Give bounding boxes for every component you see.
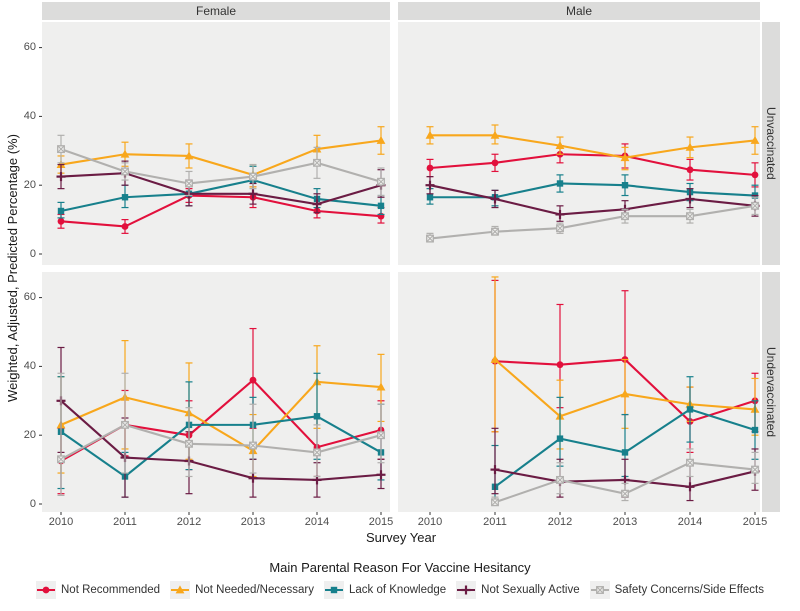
legend-label: Not Recommended — [61, 584, 161, 596]
legend-item-orange: Not Needed/Necessary — [170, 581, 314, 599]
x-tick-label: 2010 — [48, 516, 74, 528]
legend-label: Safety Concerns/Side Effects — [614, 584, 764, 596]
panel-male-undervaccinated — [398, 272, 760, 512]
x-tick-label: 2013 — [240, 516, 266, 528]
panel-female-undervaccinated — [42, 272, 390, 512]
legend-item-red: Not Recommended — [36, 581, 160, 599]
legend-item-maroon: Not Sexually Active — [456, 581, 580, 599]
y-tick-label: 20 — [23, 178, 36, 191]
facet-strip-undervaccinated-label: Undervaccinated — [764, 346, 778, 438]
y-tick-label: 40 — [23, 359, 36, 372]
legend: Not Recommended Not Needed/Necessary Lack … — [0, 581, 800, 599]
x-tick-label: 2010 — [417, 516, 443, 528]
x-tick-label: 2012 — [547, 516, 573, 528]
legend-label: Not Sexually Active — [481, 584, 580, 596]
x-axis-title: Survey Year — [365, 530, 437, 545]
triangle-marker-icon — [170, 581, 191, 599]
plus-marker-icon — [456, 581, 477, 599]
facet-strip-female-label: Female — [195, 4, 236, 18]
panel-male-unvaccinated — [398, 22, 760, 265]
y-tick-label: 20 — [23, 428, 36, 441]
legend-title: Main Parental Reason For Vaccine Hesitan… — [269, 560, 531, 575]
y-tick-label: 60 — [23, 291, 36, 304]
facet-strip-male-label: Male — [565, 4, 592, 18]
x-tick-label: 2015 — [742, 516, 768, 528]
facet-strip-unvaccinated: Unvaccinated — [762, 22, 780, 265]
x-tick-label: 2011 — [483, 516, 507, 528]
panel-female-unvaccinated — [42, 22, 390, 265]
legend-item-gray: Safety Concerns/Side Effects — [589, 581, 764, 599]
legend-label: Not Needed/Necessary — [195, 584, 314, 596]
square-x-marker-icon — [589, 581, 610, 599]
square-marker-icon — [323, 581, 344, 599]
legend-label: Lack of Knowledge — [348, 584, 447, 596]
series-gray-male-undervaccinated — [491, 448, 759, 507]
series-orange-male-unvaccinated — [425, 124, 760, 171]
circle-marker-icon — [36, 581, 56, 599]
facet-strip-unvaccinated-label: Unvaccinated — [764, 107, 778, 180]
series-gray-female-undervaccinated — [57, 372, 385, 496]
x-tick-label: 2011 — [113, 516, 137, 528]
series-gray-female-unvaccinated — [57, 134, 385, 197]
facet-strip-female: Female — [42, 2, 390, 20]
facet-strip-undervaccinated: Undervaccinated — [762, 272, 780, 512]
y-tick-label: 0 — [29, 247, 36, 260]
x-tick-label: 2014 — [677, 516, 703, 528]
x-tick-label: 2013 — [612, 516, 638, 528]
x-tick-label: 2015 — [368, 516, 394, 528]
x-tick-label: 2014 — [304, 516, 330, 528]
legend-item-teal: Lack of Knowledge — [323, 581, 447, 599]
y-tick-label: 40 — [23, 109, 36, 122]
y-tick-label: 0 — [29, 497, 36, 510]
y-tick-label: 60 — [23, 41, 36, 54]
facet-strip-male: Male — [398, 2, 760, 20]
series-gray-male-unvaccinated — [426, 196, 759, 243]
x-tick-label: 2012 — [176, 516, 202, 528]
